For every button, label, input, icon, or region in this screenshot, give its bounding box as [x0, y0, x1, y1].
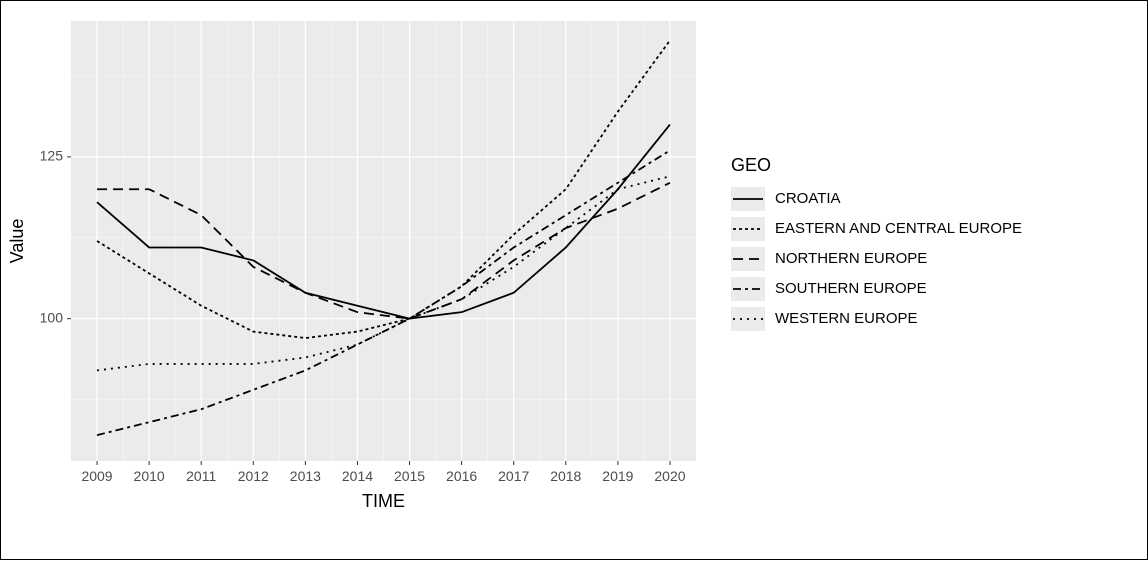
x-axis-label: TIME — [362, 491, 405, 511]
line-chart: 100 125 2009 2010 2011 2012 2013 2014 2015 2016 20… — [0, 0, 1148, 560]
x-tick-label: 2013 — [290, 468, 321, 484]
legend-item-label: NORTHERN EUROPE — [775, 250, 927, 267]
x-tick-label: 2012 — [238, 468, 269, 484]
x-tick-label: 2018 — [550, 468, 581, 484]
x-tick-label: 2020 — [654, 468, 685, 484]
x-tick-label: 2015 — [394, 468, 425, 484]
x-tick-label: 2017 — [498, 468, 529, 484]
y-axis-label: Value — [7, 219, 27, 264]
legend-item-label: WESTERN EUROPE — [775, 310, 918, 327]
x-tick-label: 2014 — [342, 468, 373, 484]
x-tick-label: 2016 — [446, 468, 477, 484]
chart-svg: 100 125 2009 2010 2011 2012 2013 2014 2015 2016 20… — [1, 1, 1148, 561]
legend-item-label: EASTERN AND CENTRAL EUROPE — [775, 220, 1022, 237]
x-tick-label: 2019 — [602, 468, 633, 484]
x-tick-label: 2010 — [134, 468, 165, 484]
legend-title: GEO — [731, 155, 771, 175]
y-tick-label: 125 — [40, 148, 64, 164]
x-tick-label: 2009 — [81, 468, 112, 484]
legend-item-label: CROATIA — [775, 190, 841, 207]
x-tick-label: 2011 — [186, 468, 216, 484]
legend-item-label: SOUTHERN EUROPE — [775, 280, 927, 297]
y-tick-label: 100 — [40, 309, 64, 325]
